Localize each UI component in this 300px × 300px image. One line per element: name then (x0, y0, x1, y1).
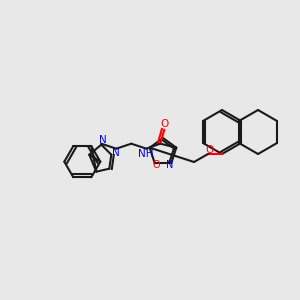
Text: N: N (99, 135, 107, 145)
Text: N: N (166, 160, 173, 170)
Text: O: O (160, 119, 168, 129)
Text: NH: NH (138, 149, 153, 159)
Text: O: O (205, 145, 213, 155)
Text: O: O (153, 160, 160, 170)
Text: N: N (112, 148, 120, 158)
